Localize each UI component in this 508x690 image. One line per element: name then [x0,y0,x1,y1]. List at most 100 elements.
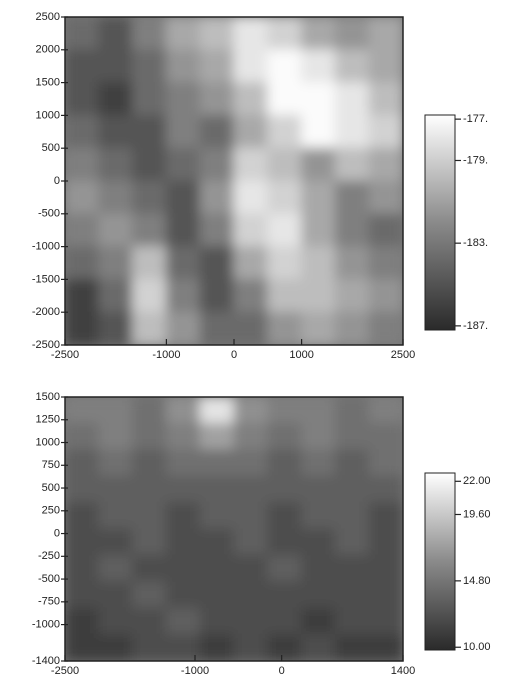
y-tick-label: -750 [38,596,60,608]
colorbar [424,472,456,651]
y-tick-label: -1400 [32,655,60,667]
x-tick-label: 2500 [391,349,415,361]
x-tick-label: 1400 [391,665,415,677]
y-tick-label: -2500 [32,339,60,351]
heatmap-cell [199,82,235,116]
heatmap-cell [65,82,100,116]
heatmap-cell [267,246,303,280]
heatmap-cell [233,114,269,149]
heatmap-cell [165,475,201,504]
heatmap-cell [98,581,134,609]
heatmap-cell [368,213,403,248]
heatmap-cells [65,397,403,661]
heatmap-cell [98,147,134,182]
heatmap-cell [65,397,100,424]
heatmap-cell [165,278,201,313]
heatmap-cell [368,49,403,84]
heatmap-cell [165,607,201,636]
heatmap-cell [334,246,370,280]
heatmap-cell [301,147,336,182]
heatmap-cell [233,528,269,556]
colorbar-tick-label: -183. [463,237,488,249]
heatmap-cell [98,278,134,313]
heatmap-cell [301,114,336,149]
heatmap-cell [132,278,167,313]
heatmap-cell [65,634,100,661]
heatmap-cell [334,581,370,609]
heatmap-cell [65,278,100,313]
heatmap-cell [301,581,336,609]
heatmap-cell [132,213,167,248]
heatmap-cell [65,180,100,215]
heatmap-cell [334,49,370,84]
x-tick-label: 0 [279,665,285,677]
colorbar-tick-label: 19.60 [463,508,491,520]
heatmap-cell [132,422,167,451]
heatmap-cell [334,449,370,477]
heatmap-cell [199,49,235,84]
heatmap-cell [368,581,403,609]
heatmap-cell [267,147,303,182]
heatmap-cell [267,634,303,661]
y-tick-label: -500 [38,208,60,220]
heatmap-cell [98,397,134,424]
heatmap-cell [98,49,134,84]
heatmap-cell [334,278,370,313]
heatmap-cell [334,114,370,149]
heatmap-cell [334,528,370,556]
heatmap-cell [301,246,336,280]
heatmap-cell [199,114,235,149]
heatmap-cell [233,311,269,345]
heatmap-cell [165,581,201,609]
heatmap-cell [132,581,167,609]
y-tick-label: 1500 [36,77,60,89]
heatmap-cell [233,180,269,215]
heatmap-cell [132,634,167,661]
heatmap-cell [65,49,100,84]
heatmap-cell [233,502,269,530]
y-tick-label: -500 [38,573,60,585]
heatmap-cell [334,634,370,661]
heatmap-cell [65,213,100,248]
heatmap-cell [132,311,167,345]
heatmap-cell [165,114,201,149]
heatmap-area [65,397,403,661]
heatmap-cell [267,581,303,609]
heatmap-cell [199,475,235,504]
heatmap-cell [98,213,134,248]
heatmap-cell [301,475,336,504]
y-tick-label: 0 [54,175,60,187]
heatmap-cell [334,607,370,636]
heatmap-cell [98,528,134,556]
heatmap-cell [301,607,336,636]
heatmap-cell [368,82,403,116]
y-tick-label: 1500 [36,391,60,403]
heatmap-cell [301,82,336,116]
y-tick-label: 1250 [36,414,60,426]
y-tick-label: 250 [42,505,60,517]
heatmap-cell [98,554,134,583]
heatmap-cell [368,449,403,477]
heatmap-cell [199,634,235,661]
y-tick-label: -1000 [32,241,60,253]
heatmap-cell [301,213,336,248]
heatmap-cell [132,502,167,530]
colorbar-tick-label: -187. [463,320,488,332]
heatmap-cell [132,82,167,116]
heatmap-cell [132,147,167,182]
heatmap-cell [199,213,235,248]
colorbar-tick-label: 22.00 [463,475,491,487]
heatmap-cell [65,114,100,149]
heatmap-cell [199,278,235,313]
heatmap-cell [267,49,303,84]
heatmap-cell [267,114,303,149]
heatmap-cell [98,422,134,451]
heatmap-cell [132,449,167,477]
y-tick-label: -1000 [32,618,60,630]
heatmap-cell [165,82,201,116]
heatmap-cell [132,528,167,556]
heatmap-cell [368,554,403,583]
heatmap-cell [233,82,269,116]
heatmap-cell [98,246,134,280]
heatmap-cell [334,475,370,504]
